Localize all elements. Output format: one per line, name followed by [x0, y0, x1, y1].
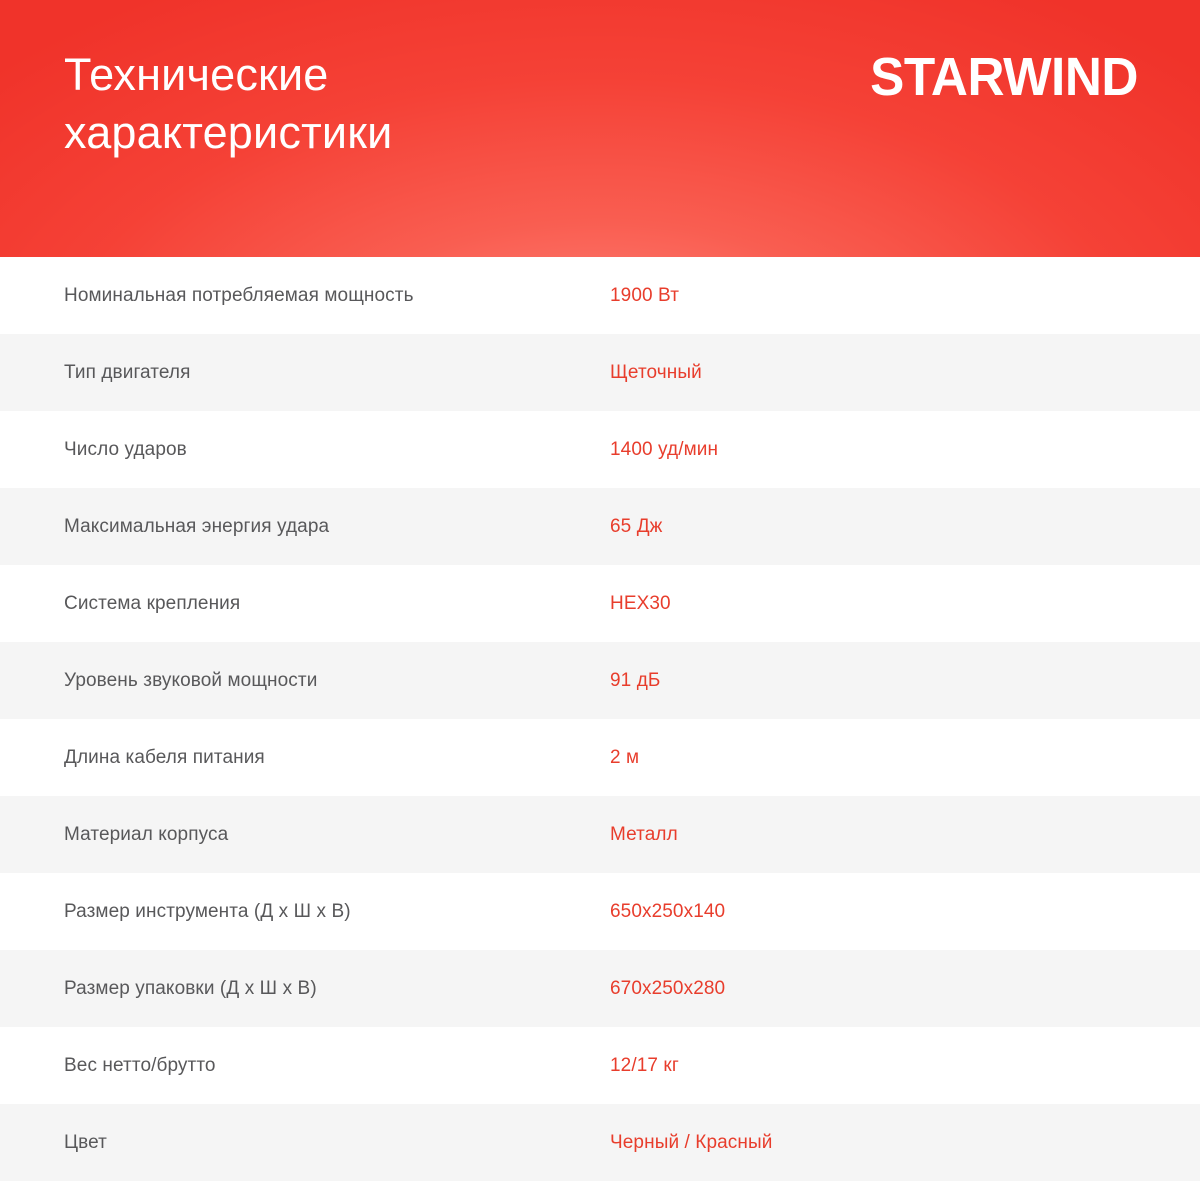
spec-label: Номинальная потребляемая мощность	[64, 284, 414, 306]
spec-value: 12/17 кг	[610, 1054, 679, 1076]
spec-label: Уровень звуковой мощности	[64, 669, 318, 691]
spec-row: Максимальная энергия удара 65 Дж	[0, 488, 1200, 565]
spec-label: Вес нетто/брутто	[64, 1054, 216, 1076]
spec-value: Черный / Красный	[610, 1131, 773, 1153]
spec-label: Число ударов	[64, 438, 187, 460]
spec-value: HEX30	[610, 592, 671, 614]
spec-row: Система крепления HEX30	[0, 565, 1200, 642]
spec-value: 1900 Вт	[610, 284, 679, 306]
spec-row: Уровень звуковой мощности 91 дБ	[0, 642, 1200, 719]
spec-label: Размер упаковки (Д x Ш x В)	[64, 977, 317, 999]
spec-value: 650x250x140	[610, 900, 726, 922]
spec-label: Длина кабеля питания	[64, 746, 265, 768]
spec-row: Цвет Черный / Красный	[0, 1104, 1200, 1181]
spec-label: Размер инструмента (Д x Ш x В)	[64, 900, 351, 922]
spec-row: Вес нетто/брутто 12/17 кг	[0, 1027, 1200, 1104]
spec-row: Номинальная потребляемая мощность 1900 Вт	[0, 257, 1200, 334]
spec-label: Материал корпуса	[64, 823, 229, 845]
spec-value: 670x250x280	[610, 977, 726, 999]
spec-row: Тип двигателя Щеточный	[0, 334, 1200, 411]
spec-row: Размер инструмента (Д x Ш x В) 650x250x14…	[0, 873, 1200, 950]
spec-value: 1400 уд/мин	[610, 438, 719, 460]
spec-value: Металл	[610, 823, 678, 845]
spec-label: Цвет	[64, 1131, 107, 1153]
spec-value: 91 дБ	[610, 669, 661, 691]
spec-label: Тип двигателя	[64, 361, 191, 383]
spec-value: Щеточный	[610, 361, 702, 383]
spec-row: Материал корпуса Металл	[0, 796, 1200, 873]
specifications-table: Номинальная потребляемая мощность 1900 Вт…	[0, 257, 1200, 1181]
starwind-logo: STARWIND	[870, 47, 1138, 107]
spec-value: 2 м	[610, 746, 640, 768]
page-header: Технические характеристики STARWIND	[0, 0, 1200, 257]
header-content: Технические характеристики STARWIND	[0, 0, 1200, 257]
spec-label: Максимальная энергия удара	[64, 515, 330, 537]
spec-row: Размер упаковки (Д x Ш x В) 670x250x280	[0, 950, 1200, 1027]
spec-row: Число ударов 1400 уд/мин	[0, 411, 1200, 488]
spec-label: Система крепления	[64, 592, 241, 614]
spec-value: 65 Дж	[610, 515, 663, 537]
spec-row: Длина кабеля питания 2 м	[0, 719, 1200, 796]
page-title: Технические характеристики	[64, 49, 393, 158]
